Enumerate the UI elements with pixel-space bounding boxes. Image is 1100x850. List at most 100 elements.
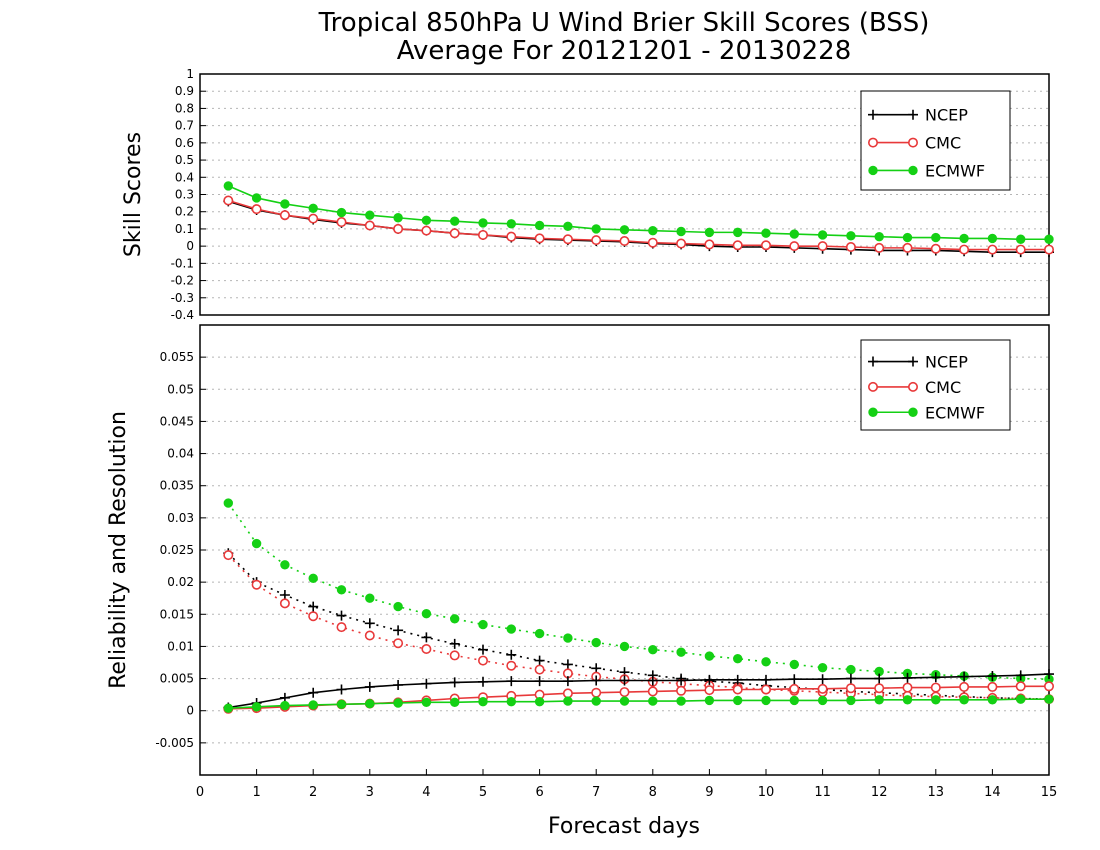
panel0-cmc-point-24 [902,242,913,253]
x-axis: 0 1 2 3 4 5 6 7 8 9 10 11 12 13 14 15 [196,769,1057,800]
skill-scores-panel: 1 0.9 0.8 0.7 0.6 0.5 0.4 0.3 0.2 0.1 0 -0.1 -0.2 -0.… [121,67,1055,322]
panel1-ncep-point-5 [364,681,375,692]
panel1-ncep-point-10 [506,676,517,687]
panel1-ecmwf-point-3 [308,700,318,710]
panel0-ecmwf-point-8 [450,216,460,226]
panel0-series-ecmwf-solid [223,181,1054,244]
panel1-ecmwf-point-20 [789,695,799,706]
panel0-cmc-point-28 [1015,244,1026,255]
panel0-ecmwf-point-25 [931,232,941,243]
panel1-ncep-point-3 [308,601,319,612]
legend-item-ecmwf: ECMWF [868,403,985,422]
panel0-cmc-point-29 [1044,244,1055,255]
panel1-ecmwf-point-11 [534,697,545,707]
x-tick-label: 3 [366,785,374,800]
panel1-ecmwf-point-14 [619,641,630,652]
panel1-ecmwf-point-4 [336,699,347,709]
panel0-cmc-point-26 [959,244,970,255]
reliability-resolution-panel: 0.055 0.05 0.045 0.04 0.035 0.03 0.025 0.02 0.01… [106,324,1055,776]
panel0-y-tick-label: 0.1 [175,222,194,236]
panel1-series-cmc-solid [223,681,1055,714]
panel1-cmc-point-16 [676,685,687,696]
panel1-ecmwf-point-2 [280,560,290,570]
panel1-cmc-point-29 [1044,681,1055,692]
x-tick-label: 0 [196,785,204,800]
panel0-cmc-point-19 [760,240,771,251]
panel1-ecmwf-point-18 [733,653,743,664]
panel0-cmc-point-13 [591,235,602,246]
panel0-cmc-line [228,199,1049,251]
panel1-ecmwf-point-10 [506,697,516,707]
panel0-ecmwf-point-29 [1044,234,1054,244]
panel1-ecmwf-point-24 [902,695,913,705]
panel0-ecmwf-line [227,185,1049,241]
chart-subtitle: Average For 20121201 - 20130228 [397,36,852,66]
panel0-y-tick-label: 0.7 [175,119,194,133]
panel1-y-tick-label: 0.01 [167,639,194,653]
panel1-ncep-point-28 [1015,670,1026,681]
panel1-ncep-point-5 [364,618,375,629]
panel0-ncep-line [228,200,1049,253]
panel1-cmc-point-19 [760,684,771,695]
panel1-ecmwf-point-19 [761,657,771,667]
panel1-ecmwf-point-legend-a [868,407,878,417]
panel1-cmc-point-14 [619,687,630,698]
panel0-ecmwf-point-17 [704,227,715,238]
panel1-cmc-point-22 [845,683,856,694]
panel1-ecmwf-point-22 [846,664,856,675]
panel0-y-tick-label: 0.4 [175,170,194,184]
panel0-cmc-point-20 [789,241,800,252]
panel1-y-tick-label: 0 [186,704,194,718]
panel1-ecmwf-point-12 [563,633,573,643]
panel0-cmc-point-0 [223,195,234,206]
panel1-y-axis-label: Reliability and Resolution [106,411,131,689]
panel1-ecmwf-point-9 [478,619,488,630]
panel1-ecmwf-point-8 [450,614,460,624]
panel1-cmc-point-legend-b [907,381,918,392]
panel1-ecmwf-point-27 [987,695,998,705]
panel0-ecmwf-point-3 [308,203,318,213]
panel0-cmc-point-25 [930,243,941,254]
legend-item-ncep: NCEP [868,106,968,125]
panel1-ecmwf-point-3 [308,573,318,583]
panel0-cmc-point-4 [336,217,347,228]
panel0-cmc-point-14 [619,235,630,246]
panel0-cmc-point-22 [845,242,856,253]
panel1-ecmwf-point-0 [223,498,234,508]
panel1-ncep-point-27 [987,671,998,681]
panel1-ecmwf-point-17 [704,651,715,661]
panel0-cmc-point-7 [421,225,432,236]
panel1-cmc-point-12 [562,688,573,699]
panel1-ncep-point-24 [902,672,913,683]
panel1-ncep-point-23 [874,673,885,684]
panel0-y-tick-label: 1 [186,67,194,81]
panel1-ecmwf-point-16 [676,696,686,706]
panel1-ecmwf-point-5 [365,593,375,603]
panel0-frame [199,73,1050,316]
panel0-cmc-point-10 [506,231,517,242]
x-tick-label: 2 [309,785,317,800]
x-tick-label: 11 [814,785,831,800]
panel0-ecmwf-point-27 [987,233,998,244]
panel0-ecmwf-point-18 [733,227,743,238]
panel1-y-tick-label: 0.045 [160,414,194,428]
panel0-cmc-point-18 [732,240,743,251]
panel1-cmc-point-10 [506,660,517,671]
panel1-cmc-point-21 [817,683,828,694]
panel0-ecmwf-point-5 [365,210,375,220]
panel1-ncep-point-2 [279,590,290,600]
x-axis-label: Forecast days [548,814,700,839]
panel1-ncep-point-legend-a [868,356,878,367]
panel0-ecmwf-point-28 [1016,234,1026,244]
panel1-ecmwf-point-21 [817,695,828,706]
panel1-ncep-point-14 [619,675,630,686]
panel0-ecmwf-point-9 [478,218,488,228]
panel1-ecmwf-point-2 [280,700,290,711]
x-tick-label: 1 [252,785,260,800]
panel1-ecmwf-point-19 [761,695,771,706]
panel1-y-axis: 0.055 0.05 0.045 0.04 0.035 0.03 0.025 0.02 0.01… [155,350,1049,750]
panel1-ecmwf-point-26 [959,695,969,705]
panel1-ncep-point-17 [704,674,715,685]
panel0-cmc-point-8 [449,228,460,239]
panel0-series-cmc-solid [223,195,1055,255]
